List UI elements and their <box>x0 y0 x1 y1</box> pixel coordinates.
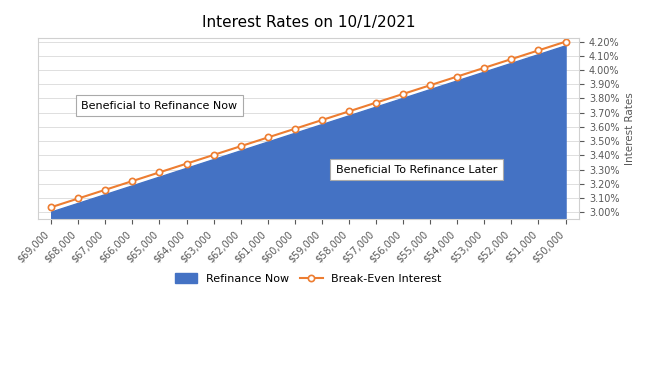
Break-Even Interest <box>264 135 272 140</box>
Break-Even Interest <box>399 92 407 96</box>
Break-Even Interest <box>426 83 434 87</box>
Break-Even Interest <box>480 66 488 70</box>
Break-Even Interest <box>345 109 353 114</box>
Break-Even Interest <box>183 161 190 166</box>
Break-Even Interest <box>534 48 542 53</box>
Break-Even Interest <box>318 118 326 122</box>
Text: Beneficial to Refinance Now: Beneficial to Refinance Now <box>81 101 237 111</box>
Y-axis label: Interest Rates: Interest Rates <box>625 92 635 165</box>
Break-Even Interest <box>210 153 218 157</box>
Break-Even Interest <box>74 196 82 201</box>
Break-Even Interest <box>47 205 55 210</box>
Break-Even Interest <box>508 57 515 61</box>
Break-Even Interest <box>129 179 136 183</box>
Text: Beneficial To Refinance Later: Beneficial To Refinance Later <box>336 165 497 174</box>
Break-Even Interest <box>101 188 109 192</box>
Break-Even Interest <box>562 39 569 44</box>
Break-Even Interest <box>372 100 380 105</box>
Title: Interest Rates on 10/1/2021: Interest Rates on 10/1/2021 <box>202 15 415 30</box>
Break-Even Interest <box>237 144 244 149</box>
Legend: Refinance Now, Break-Even Interest: Refinance Now, Break-Even Interest <box>170 268 447 290</box>
Line: Break-Even Interest: Break-Even Interest <box>48 39 569 210</box>
Break-Even Interest <box>454 74 462 79</box>
Break-Even Interest <box>291 127 299 131</box>
Break-Even Interest <box>155 170 163 174</box>
